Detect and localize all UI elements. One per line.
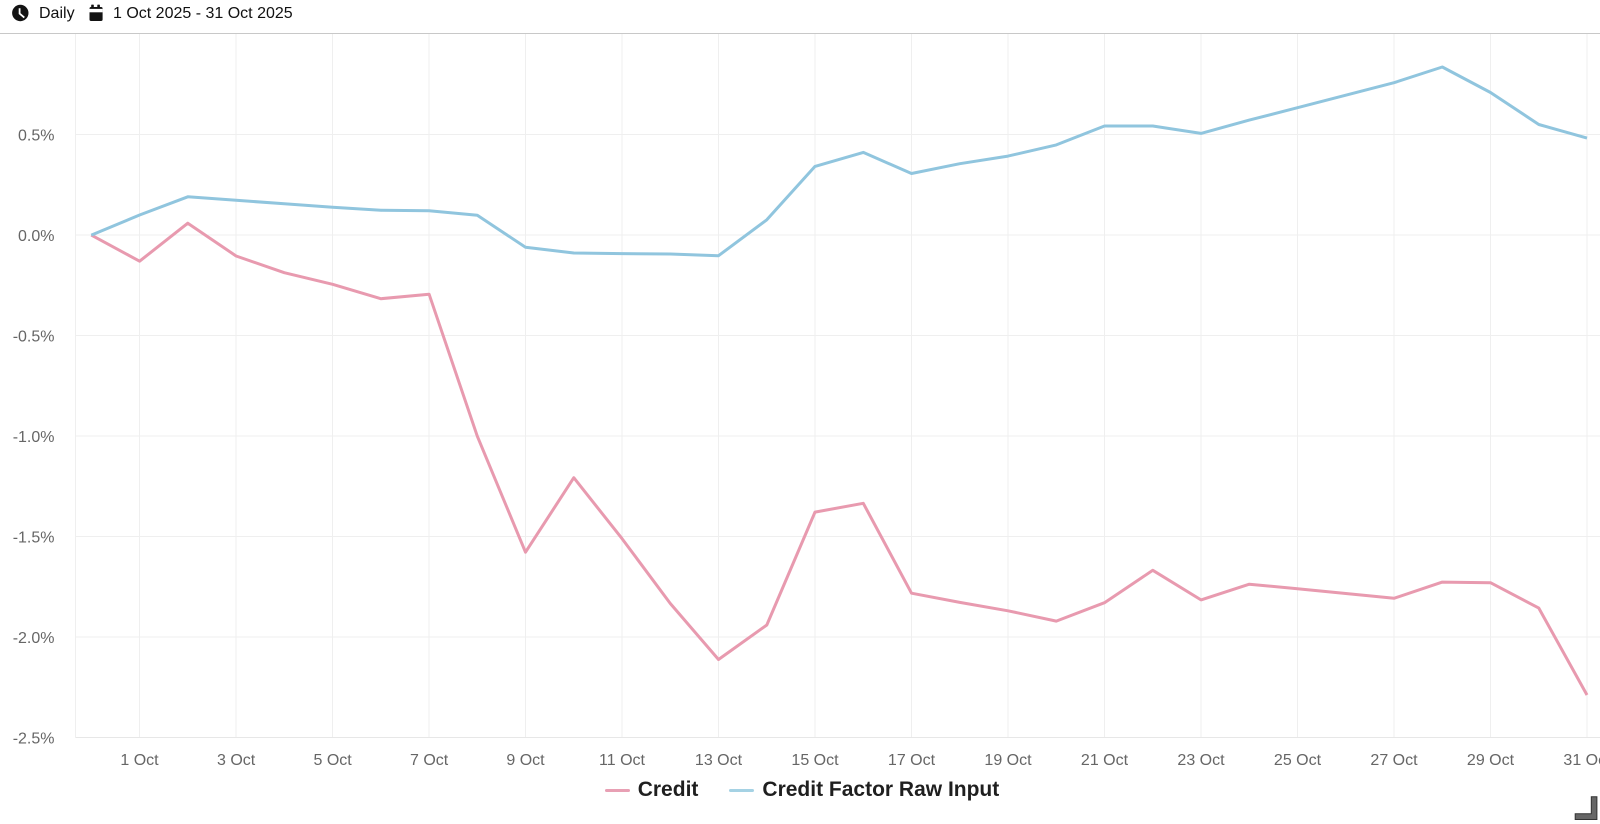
svg-text:0.0%: 0.0% xyxy=(18,228,54,245)
svg-text:-1.0%: -1.0% xyxy=(13,429,55,446)
svg-text:1 Oct: 1 Oct xyxy=(120,752,159,769)
svg-text:27 Oct: 27 Oct xyxy=(1370,752,1418,769)
svg-text:7 Oct: 7 Oct xyxy=(410,752,449,769)
svg-text:15 Oct: 15 Oct xyxy=(791,752,839,769)
svg-text:13 Oct: 13 Oct xyxy=(695,752,743,769)
svg-text:25 Oct: 25 Oct xyxy=(1274,752,1322,769)
svg-text:-0.5%: -0.5% xyxy=(13,328,55,345)
svg-text:5 Oct: 5 Oct xyxy=(313,752,352,769)
svg-text:23 Oct: 23 Oct xyxy=(1177,752,1225,769)
svg-text:-2.5%: -2.5% xyxy=(13,730,55,747)
svg-text:0.5%: 0.5% xyxy=(18,127,54,144)
svg-text:17 Oct: 17 Oct xyxy=(888,752,936,769)
svg-text:21 Oct: 21 Oct xyxy=(1081,752,1129,769)
svg-text:-2.0%: -2.0% xyxy=(13,630,55,647)
svg-text:-1.5%: -1.5% xyxy=(13,529,55,546)
svg-text:29 Oct: 29 Oct xyxy=(1467,752,1515,769)
svg-text:9 Oct: 9 Oct xyxy=(506,752,545,769)
svg-text:31 Oct: 31 Oct xyxy=(1563,752,1600,769)
svg-text:11 Oct: 11 Oct xyxy=(599,752,646,769)
svg-text:3 Oct: 3 Oct xyxy=(217,752,256,769)
svg-text:19 Oct: 19 Oct xyxy=(984,752,1032,769)
